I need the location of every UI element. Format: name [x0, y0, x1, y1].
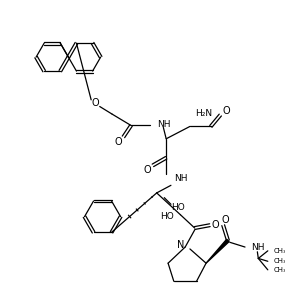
- Text: N: N: [177, 240, 184, 250]
- Text: O: O: [91, 98, 99, 108]
- Text: O: O: [221, 215, 229, 224]
- Text: O: O: [115, 137, 123, 147]
- Text: CH₃: CH₃: [274, 258, 285, 264]
- Polygon shape: [206, 239, 229, 263]
- Text: O: O: [222, 106, 230, 116]
- Text: O: O: [143, 165, 151, 175]
- Text: NH: NH: [251, 243, 264, 251]
- Text: NH: NH: [157, 120, 170, 129]
- Text: HO: HO: [171, 203, 184, 212]
- Text: NH: NH: [174, 174, 187, 183]
- Text: O: O: [212, 220, 219, 230]
- Text: CH₃: CH₃: [274, 267, 285, 273]
- Text: H₂N: H₂N: [195, 109, 212, 118]
- Text: CH₃: CH₃: [274, 248, 285, 254]
- Text: HO: HO: [160, 212, 174, 221]
